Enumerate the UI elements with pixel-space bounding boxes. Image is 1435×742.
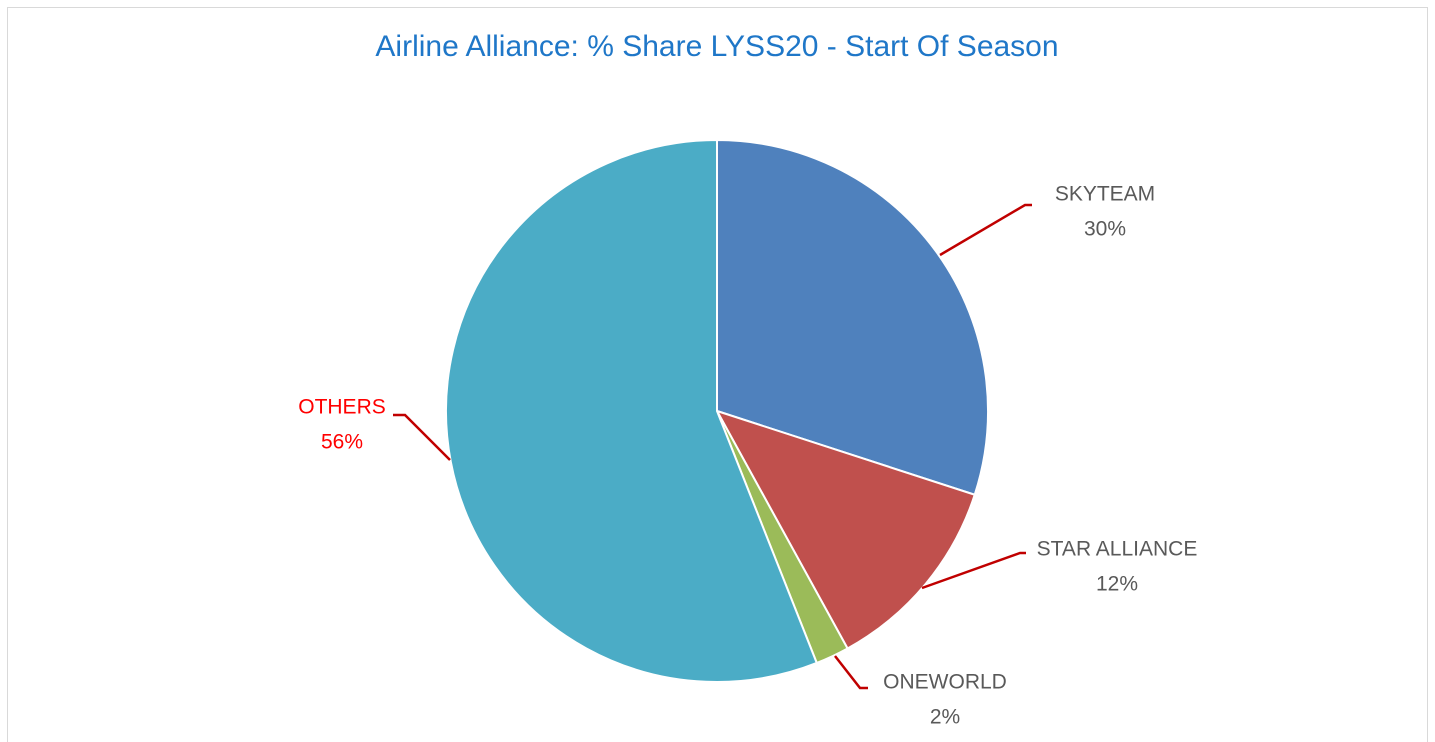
- leader-line: [939, 203, 1032, 257]
- slice-label-name: ONEWORLD: [883, 671, 1007, 694]
- slice-label-name: SKYTEAM: [1055, 183, 1155, 206]
- leader-line: [393, 413, 451, 461]
- pie-slice: [445, 138, 819, 683]
- slice-label-value: 12%: [1096, 573, 1138, 596]
- leader-line: [921, 551, 1026, 590]
- leader-line: [834, 655, 868, 690]
- slice-label-value: 2%: [930, 706, 960, 729]
- chart-title: Airline Alliance: % Share LYSS20 - Start…: [375, 30, 1058, 63]
- pie-slice: [714, 409, 976, 650]
- slice-label-value: 56%: [321, 431, 363, 454]
- slice-label-value: 30%: [1084, 218, 1126, 241]
- slice-label-name: OTHERS: [298, 396, 386, 419]
- slice-label-name: STAR ALLIANCE: [1037, 538, 1198, 561]
- pie-slice: [716, 138, 989, 497]
